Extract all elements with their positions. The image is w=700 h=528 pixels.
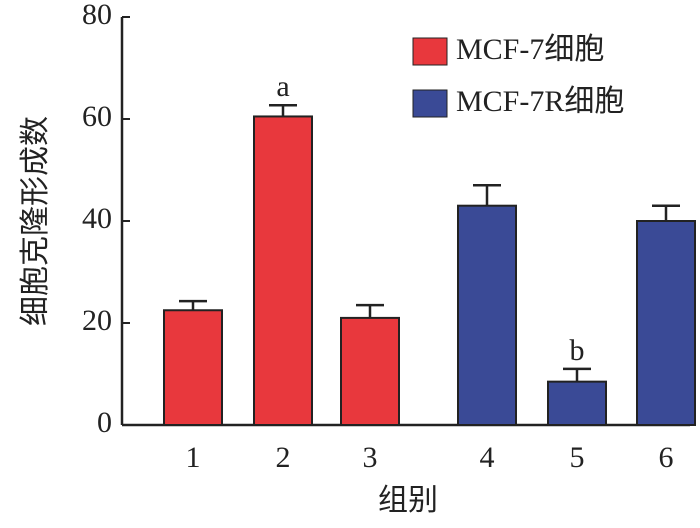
bar [547, 380, 607, 426]
error-bar [179, 299, 207, 311]
y-tick-label: 20 [82, 304, 112, 337]
bar [340, 316, 400, 426]
annotation: b [570, 334, 585, 367]
bar [636, 220, 696, 426]
error-bar [473, 184, 501, 206]
error-bar [563, 367, 591, 382]
x-tick-label: 3 [363, 441, 378, 474]
x-axis-label: 组别 [378, 484, 438, 517]
legend-label: MCF-7R细胞 [456, 85, 624, 118]
x-tick-label: 4 [480, 441, 495, 474]
bar [163, 309, 223, 426]
bar [253, 115, 313, 426]
y-tick-label: 80 [82, 0, 112, 31]
error-bar [652, 204, 680, 221]
error-bar [269, 103, 297, 117]
y-tick-label: 0 [97, 406, 112, 439]
x-tick-label: 1 [186, 441, 201, 474]
x-tick-label: 6 [659, 441, 674, 474]
legend-swatch [412, 89, 448, 118]
legend-swatch [412, 37, 448, 66]
x-tick-label: 2 [276, 441, 291, 474]
y-tick-label: 60 [82, 100, 112, 133]
y-axis-label: 细胞克隆形成数 [19, 116, 52, 326]
y-tick-label: 40 [82, 202, 112, 235]
bar [457, 204, 517, 426]
error-bar [356, 303, 384, 318]
legend-label: MCF-7细胞 [456, 33, 604, 66]
annotation: a [276, 70, 289, 103]
x-tick-label: 5 [570, 441, 585, 474]
